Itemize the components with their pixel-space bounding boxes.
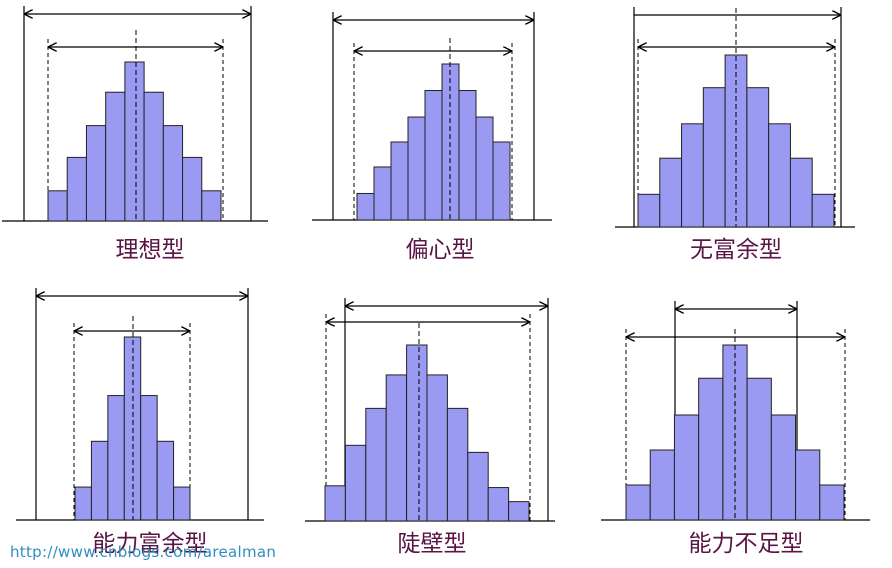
histogram-bar [74, 486, 92, 521]
histogram-bar [324, 485, 346, 522]
histogram-bar [467, 451, 489, 522]
histogram-bar [426, 374, 448, 522]
panel-no-margin [615, 7, 855, 228]
histogram-bar [66, 156, 87, 222]
panel-steep-wall [305, 298, 555, 522]
panel-excess-capability [16, 288, 264, 521]
histogram-bar [702, 87, 726, 228]
histogram-bar [85, 125, 107, 222]
histogram-bar [819, 484, 845, 521]
caption-no-margin: 无富余型 [690, 237, 782, 263]
histogram-bar [156, 440, 175, 521]
histogram-bar [47, 190, 68, 222]
histogram-bar [173, 486, 191, 521]
histogram-bar [140, 395, 158, 521]
histogram-bar [365, 407, 387, 522]
histogram-bar [768, 123, 791, 228]
histogram-bar [508, 501, 530, 522]
histogram-bar [124, 61, 145, 222]
histogram-bar [373, 166, 392, 221]
histogram-bar [143, 91, 164, 222]
watermark-url: http://www.cnblogs.com/arealman [10, 543, 277, 561]
histogram-bar [673, 414, 700, 521]
histogram-bar [659, 157, 683, 228]
histogram-bar [201, 190, 222, 222]
panel-ideal [2, 6, 268, 222]
histogram-bar [385, 374, 408, 522]
histogram-bar [625, 484, 651, 521]
histogram-bar [406, 344, 428, 522]
histogram-bar [698, 377, 724, 521]
histogram-bar [162, 125, 184, 222]
histogram-bar [424, 90, 443, 221]
histogram-bar [746, 377, 772, 521]
caption-excess-capability: 能力富余型 [92, 531, 208, 557]
histogram-bar [344, 444, 367, 522]
histogram-bar [446, 407, 469, 522]
histogram-bar [492, 141, 511, 221]
histogram-bar [107, 395, 125, 521]
histogram-bar [182, 156, 203, 222]
histogram-bar [746, 87, 770, 228]
histogram-bar [649, 449, 675, 521]
histogram-bar [407, 116, 426, 221]
caption-off-center: 偏心型 [405, 237, 475, 263]
histogram-bar [475, 116, 494, 221]
histogram-bar [356, 192, 375, 221]
caption-steep-wall: 陡壁型 [397, 531, 467, 557]
histogram-bar [390, 141, 409, 221]
panel-off-center [312, 12, 552, 221]
histogram-bar [487, 487, 510, 522]
histogram-bar [90, 440, 109, 521]
histogram-bar [458, 90, 477, 221]
histogram-bar [795, 449, 821, 521]
histogram-bar [811, 193, 835, 228]
histogram-bar [770, 414, 797, 521]
histogram-bar [105, 91, 126, 222]
panel-insufficient-capability [601, 301, 870, 521]
caption-ideal: 理想型 [115, 237, 185, 263]
caption-insufficient-capability: 能力不足型 [688, 531, 804, 557]
histogram-bar [637, 193, 661, 228]
histogram-bar [789, 157, 813, 228]
histogram-bar [681, 123, 704, 228]
